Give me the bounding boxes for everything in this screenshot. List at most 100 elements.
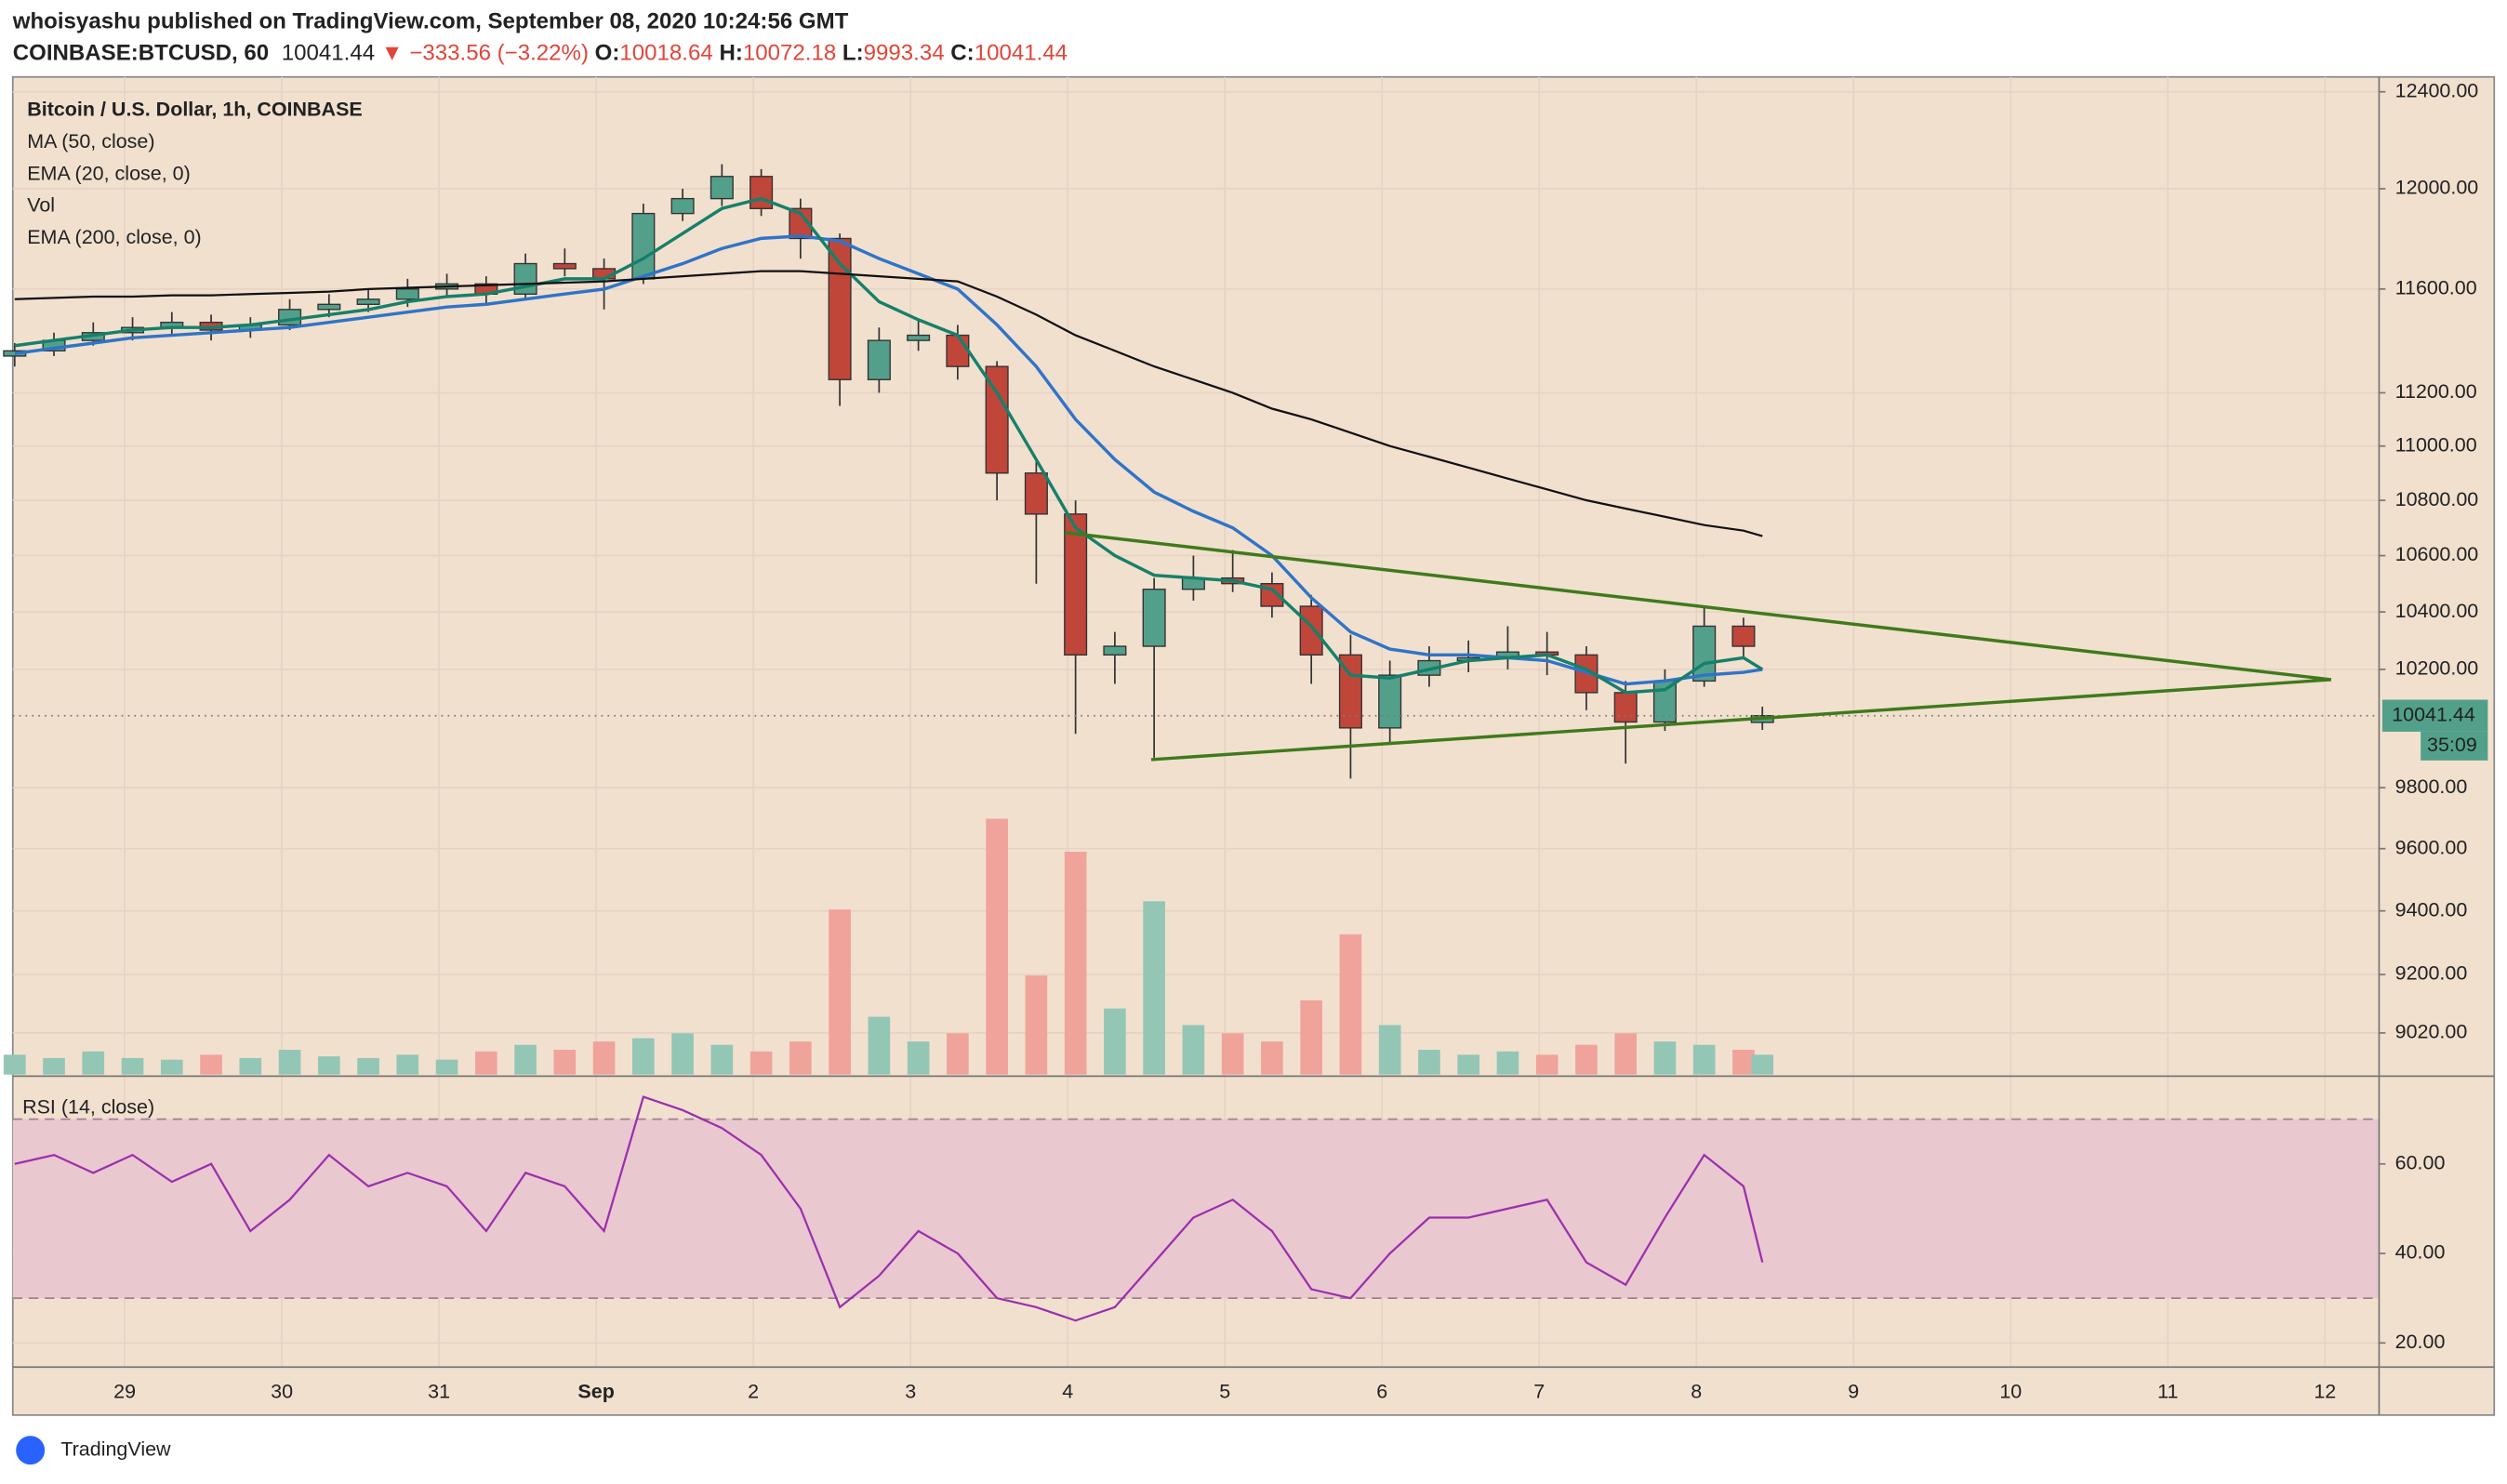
- candle-body: [907, 334, 931, 341]
- volume-bar: [1457, 1054, 1480, 1075]
- logo: TradingView: [16, 1436, 171, 1465]
- volume-bar: [3, 1054, 26, 1075]
- volume-bar: [553, 1050, 577, 1075]
- y-tick-label: 9600.00: [2395, 836, 2468, 858]
- volume-bar: [671, 1033, 694, 1075]
- y-tick-label: 10400.00: [2395, 600, 2479, 622]
- x-tick-label: 7: [1533, 1380, 1545, 1402]
- volume-bar: [986, 818, 1008, 1075]
- close-label: C:: [950, 41, 974, 66]
- rsi-band: [12, 1119, 2380, 1299]
- volume-bar: [1692, 1044, 1716, 1075]
- volume-bar: [749, 1051, 773, 1075]
- volume-bar: [907, 1041, 930, 1075]
- volume-bar: [317, 1056, 340, 1075]
- candle-body: [710, 176, 734, 200]
- y-tick-label: 9020.00: [2395, 1021, 2468, 1043]
- volume-bar: [1025, 975, 1048, 1075]
- volume-bar: [435, 1059, 458, 1075]
- volume-bar: [1732, 1050, 1755, 1075]
- rsi-panel: [12, 1095, 2380, 1322]
- volume-bar: [514, 1044, 537, 1075]
- price-label-box: [2381, 699, 2488, 732]
- volume-bar: [592, 1041, 616, 1075]
- x-tick-label: 31: [428, 1380, 450, 1402]
- logo-icon: [16, 1436, 46, 1465]
- brand: TradingView: [60, 1438, 171, 1460]
- candle-body: [1299, 605, 1323, 656]
- volume-bar: [1575, 1044, 1598, 1075]
- x-tick-label: 2: [748, 1380, 759, 1402]
- volume-bar: [710, 1044, 734, 1075]
- y-tick-label: 12400.00: [2395, 79, 2479, 101]
- low-label: L:: [842, 41, 864, 66]
- x-tick-label: 10: [1999, 1380, 2022, 1402]
- candle-body: [356, 298, 380, 306]
- y-tick-label: 10600.00: [2395, 543, 2479, 565]
- volume-bar: [1496, 1051, 1519, 1075]
- candle-body: [1024, 472, 1048, 515]
- volume-bar: [121, 1057, 144, 1075]
- ma-line: [14, 234, 1763, 686]
- volume-bar: [1064, 852, 1087, 1075]
- x-tick-label: 5: [1219, 1380, 1230, 1402]
- y-tick-label: 11600.00: [2395, 276, 2477, 298]
- price-label: 10041.44: [2392, 703, 2475, 725]
- symbol: COINBASE:BTCUSD, 60: [13, 41, 269, 66]
- volume-bar: [947, 1033, 969, 1075]
- volume-bar: [396, 1054, 419, 1075]
- candle-body: [1338, 654, 1362, 729]
- x-tick-label: 3: [905, 1380, 916, 1402]
- candle-body: [631, 212, 656, 280]
- y-tick-label: 11200.00: [2395, 380, 2477, 403]
- x-tick-label: 9: [1848, 1380, 1859, 1402]
- candle-body: [946, 334, 970, 367]
- volume-bar: [1614, 1033, 1638, 1075]
- price-panel: [3, 164, 2380, 779]
- candle-body: [828, 237, 852, 380]
- volume-bar: [868, 1016, 891, 1075]
- volume-bar: [474, 1051, 497, 1075]
- y-tick-label: 10800.00: [2395, 488, 2479, 510]
- ma-line: [14, 196, 1764, 695]
- volume-bar: [278, 1050, 301, 1075]
- symbol-line: COINBASE:BTCUSD, 60 10041.44 ▼ −333.56 (…: [13, 41, 1068, 66]
- volume-bar: [1751, 1054, 1774, 1075]
- volume-bar: [160, 1059, 183, 1075]
- y-tick-label: 40.00: [2395, 1241, 2446, 1264]
- x-tick-label: 6: [1376, 1380, 1387, 1402]
- y-tick-label: 60.00: [2395, 1151, 2446, 1173]
- candle-body: [789, 207, 813, 240]
- candle-body: [552, 262, 577, 270]
- candle-body: [1731, 625, 1756, 647]
- open-value: 10018.64: [619, 41, 712, 66]
- candle-body: [1064, 513, 1088, 656]
- legend: Bitcoin / U.S. Dollar, 1h, COINBASE MA (…: [22, 99, 363, 1119]
- volume-bar: [829, 909, 851, 1075]
- legend-entry: MA (50, close): [27, 130, 154, 152]
- x-tick-label: 30: [271, 1380, 293, 1402]
- candle-body: [1142, 589, 1166, 647]
- volume-bar: [43, 1057, 65, 1075]
- candle-body: [395, 288, 419, 300]
- volume-bar: [357, 1057, 379, 1075]
- candle-body: [1692, 625, 1717, 682]
- x-tick-label: 12: [2314, 1380, 2336, 1402]
- open-label: O:: [595, 41, 620, 66]
- legend-entry: Vol: [27, 194, 55, 217]
- volume-bar: [1182, 1025, 1205, 1075]
- x-tick-label: 29: [113, 1380, 136, 1402]
- volume-bar: [82, 1051, 105, 1075]
- volume-bar: [1418, 1050, 1440, 1075]
- volume: [3, 818, 1774, 1075]
- countdown-box: [2421, 731, 2488, 761]
- low-value: 9993.34: [864, 41, 945, 66]
- y-tick-label: 9200.00: [2395, 962, 2468, 985]
- volume-bar: [1378, 1025, 1401, 1075]
- rsi-line: [14, 1095, 1764, 1322]
- high-label: H:: [719, 41, 742, 66]
- candle-body: [670, 197, 695, 215]
- volume-bar: [1535, 1054, 1559, 1075]
- x-tick-label: 8: [1691, 1380, 1702, 1402]
- legend-entry: EMA (200, close, 0): [27, 226, 201, 248]
